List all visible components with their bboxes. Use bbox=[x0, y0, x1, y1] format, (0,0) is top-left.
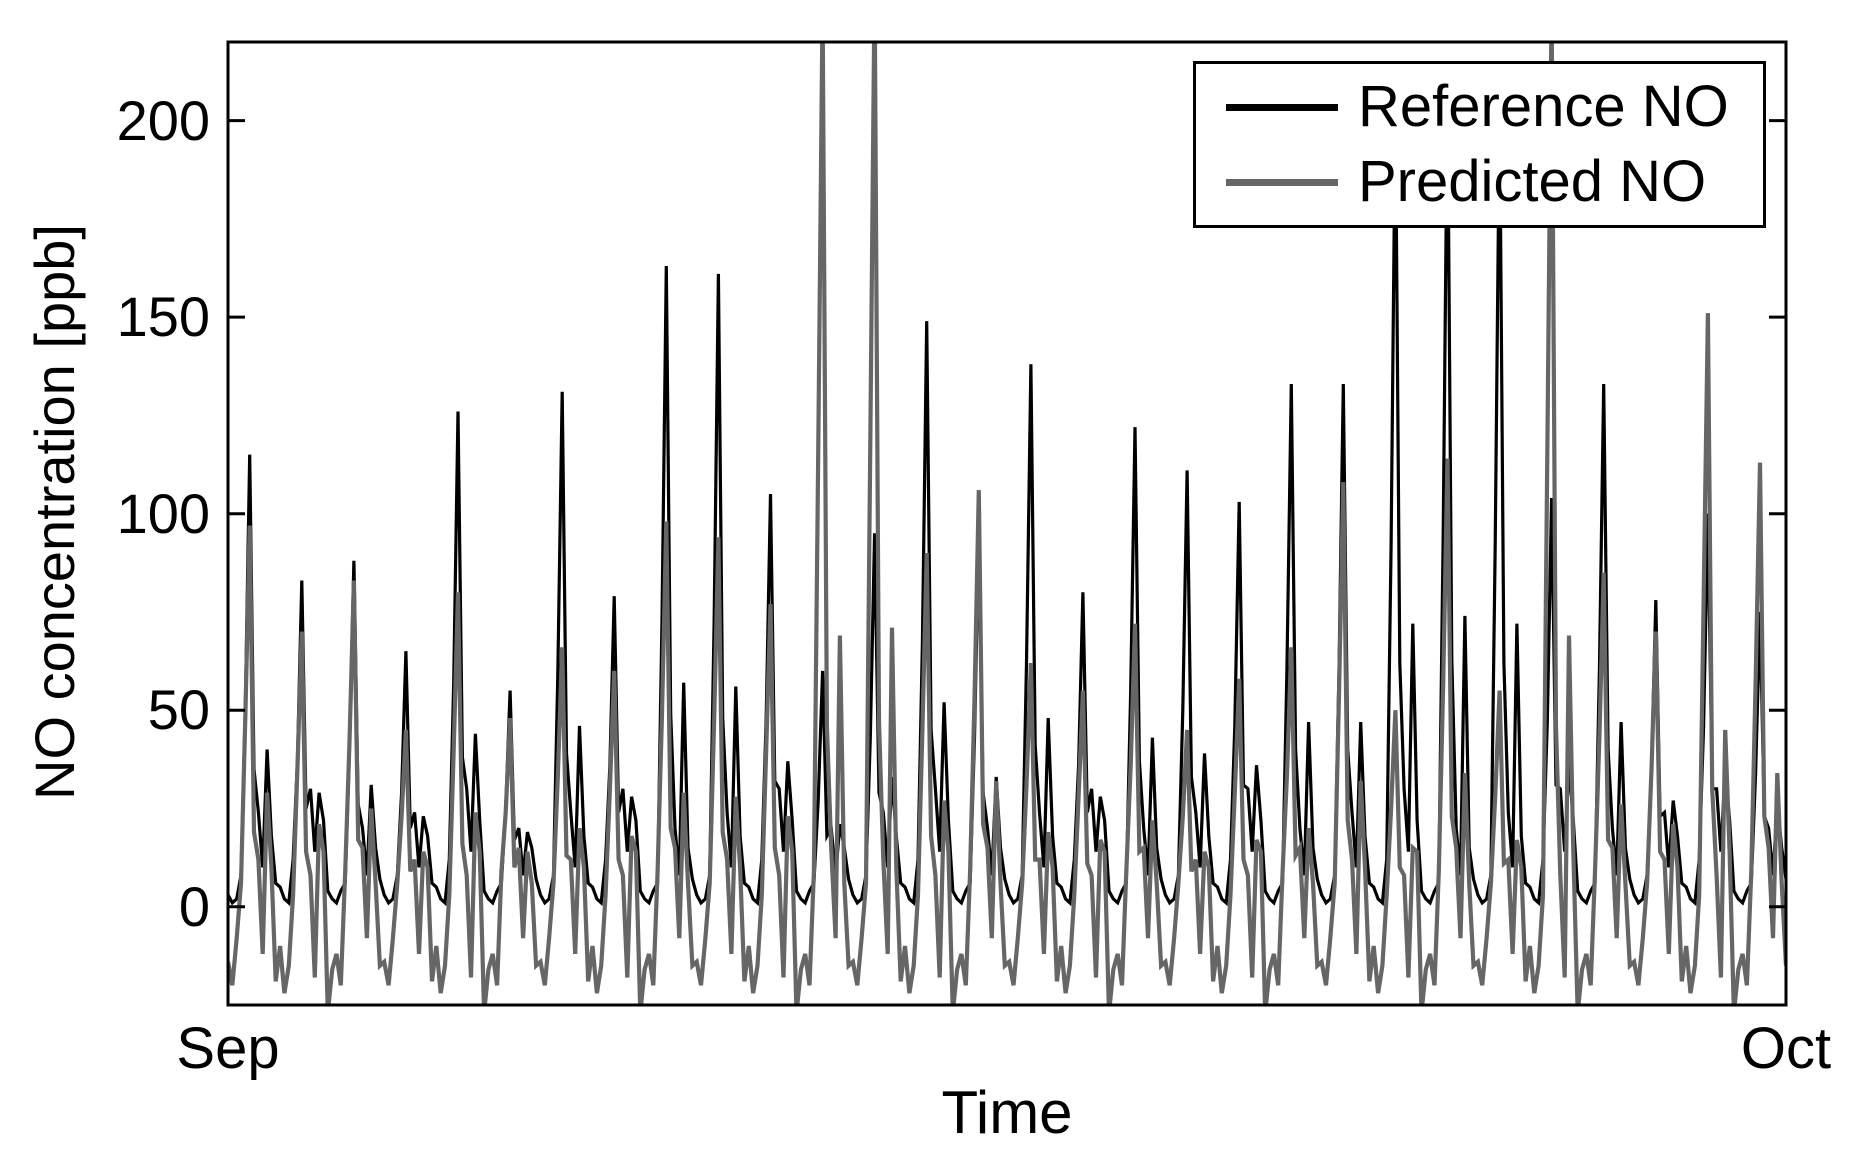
y-tick-label: 0 bbox=[178, 874, 210, 938]
x-axis-label: Time bbox=[941, 1079, 1073, 1146]
legend-label: Reference NO bbox=[1358, 74, 1729, 139]
reference-no-line bbox=[228, 81, 1786, 907]
axis-box bbox=[226, 40, 1788, 1007]
reference-line-swatch bbox=[1226, 103, 1338, 111]
x-tick-label: Sep bbox=[176, 1016, 280, 1081]
legend: Reference NO Predicted NO bbox=[1193, 61, 1766, 228]
legend-item-predicted: Predicted NO bbox=[1226, 150, 1763, 214]
y-tick-label: 100 bbox=[116, 481, 210, 545]
legend-item-reference: Reference NO bbox=[1226, 75, 1763, 139]
x-tick-label: Oct bbox=[1740, 1016, 1832, 1081]
y-tick-label: 200 bbox=[116, 88, 210, 152]
y-axis-label: NO concentration [ppb] bbox=[23, 224, 86, 800]
legend-label: Predicted NO bbox=[1358, 149, 1707, 214]
y-tick-label: 150 bbox=[116, 285, 210, 349]
predicted-no-line bbox=[228, 42, 1786, 1005]
y-tick-label: 50 bbox=[147, 678, 210, 742]
predicted-line-swatch bbox=[1226, 178, 1338, 186]
